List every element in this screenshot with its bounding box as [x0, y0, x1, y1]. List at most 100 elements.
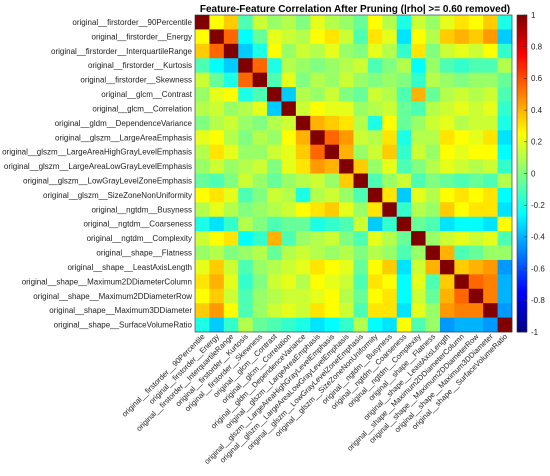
heatmap-cell	[339, 101, 354, 117]
colorbar-swatch	[517, 282, 527, 286]
heatmap-cell	[439, 245, 455, 261]
colorbar-swatch	[517, 91, 527, 95]
colorbar-swatch	[517, 294, 527, 298]
heatmap-cell	[223, 245, 239, 261]
heatmap-cell	[367, 115, 383, 131]
heatmap-cell	[483, 101, 498, 117]
colorbar-swatch	[517, 213, 527, 217]
heatmap-cell	[497, 58, 513, 73]
heatmap-cell	[382, 202, 398, 218]
colorbar-swatch	[517, 156, 527, 160]
column-labels: original__firstorder__90Percentileorigin…	[120, 331, 509, 465]
heatmap-cell	[353, 231, 369, 246]
heatmap-cell	[353, 130, 369, 145]
heatmap-cell	[238, 87, 253, 102]
heatmap-cell	[411, 259, 426, 275]
heatmap-cell	[310, 231, 325, 246]
heatmap-cell	[367, 144, 383, 160]
colorbar-swatch	[517, 205, 527, 209]
heatmap-cell	[267, 58, 282, 73]
row-label: original__firstorder__Kurtosis	[88, 61, 192, 70]
heatmap-cell	[281, 202, 297, 218]
heatmap-cell	[267, 173, 282, 189]
row-label: original__shape__Maximum3DDiameter	[49, 306, 192, 315]
heatmap-cell	[339, 317, 354, 333]
heatmap-cell	[468, 216, 484, 232]
heatmap-cell	[209, 259, 225, 275]
heatmap-cell	[267, 87, 282, 102]
colorbar-swatch	[517, 188, 527, 192]
heatmap-cell	[497, 43, 513, 59]
heatmap-cell	[195, 72, 210, 88]
heatmap-cell	[223, 187, 239, 203]
heatmap-cell	[252, 58, 268, 73]
heatmap-cell	[439, 216, 455, 232]
heatmap-cell	[396, 58, 412, 73]
heatmap-cell	[339, 231, 354, 246]
heatmap-cell	[454, 101, 470, 117]
heatmap-cell	[281, 144, 297, 160]
row-label: original__glszm__LargeAreaEmphasis	[55, 133, 192, 142]
heatmap-cell	[310, 202, 325, 218]
colorbar-swatch	[517, 133, 527, 137]
heatmap-cell	[439, 144, 455, 160]
heatmap-cell	[339, 288, 354, 304]
heatmap-cell	[454, 317, 470, 333]
heatmap-cell	[396, 288, 412, 304]
heatmap-cell	[209, 72, 225, 88]
heatmap-cell	[295, 173, 311, 189]
heatmap-cell	[324, 317, 340, 333]
heatmap-cell	[223, 43, 239, 59]
heatmap-cell	[454, 173, 470, 189]
colorbar-tick-label: -0.8	[531, 296, 545, 305]
heatmap-cell	[483, 130, 498, 145]
heatmap-cell	[324, 87, 340, 102]
heatmap-cell	[454, 245, 470, 261]
heatmap-cell	[382, 303, 398, 318]
heatmap-cell	[468, 245, 484, 261]
heatmap-cell	[252, 303, 268, 318]
heatmap-cell	[310, 173, 325, 189]
row-label: original__firstorder__InterquartileRange	[51, 47, 193, 56]
heatmap-cell	[411, 187, 426, 203]
row-label: original__shape__Maximum2DDiameterColumn	[22, 277, 192, 286]
heatmap-cell	[367, 173, 383, 189]
heatmap-cell	[382, 259, 398, 275]
heatmap-cell	[267, 159, 282, 174]
heatmap-cell	[411, 43, 426, 59]
heatmap-cell	[310, 303, 325, 318]
heatmap-cell	[353, 43, 369, 59]
colorbar-swatch	[517, 52, 527, 56]
heatmap-cell	[339, 202, 354, 218]
heatmap-cell	[267, 216, 282, 232]
heatmap-cell	[497, 144, 513, 160]
heatmap-cell	[454, 303, 470, 318]
heatmap-cell	[454, 58, 470, 73]
heatmap-cell	[295, 159, 311, 174]
heatmap-cell	[238, 159, 253, 174]
colorbar-swatch	[517, 329, 527, 333]
heatmap-cell	[223, 274, 239, 290]
heatmap-cell	[195, 58, 210, 73]
colorbar-swatch	[517, 15, 527, 18]
heatmap-cell	[425, 159, 441, 174]
heatmap-cell	[439, 317, 455, 333]
row-label: original__shape__Flatness	[96, 249, 192, 258]
heatmap-cell	[439, 288, 455, 304]
colorbar-swatch	[517, 193, 527, 197]
colorbar-swatch	[517, 260, 527, 264]
heatmap-cell	[238, 202, 253, 218]
colorbar-swatch	[517, 141, 527, 145]
heatmap-cell	[411, 15, 426, 30]
colorbar-swatch	[517, 96, 527, 100]
heatmap-cell	[267, 259, 282, 275]
heatmap-cell	[454, 202, 470, 218]
heatmap-cell	[483, 72, 498, 88]
heatmap-cell	[483, 29, 498, 45]
colorbar-swatch	[517, 44, 527, 48]
heatmap-cell	[468, 274, 484, 290]
colorbar-swatch	[517, 79, 527, 83]
heatmap-cell	[281, 29, 297, 45]
heatmap-cell	[468, 43, 484, 59]
heatmap-cell	[483, 288, 498, 304]
